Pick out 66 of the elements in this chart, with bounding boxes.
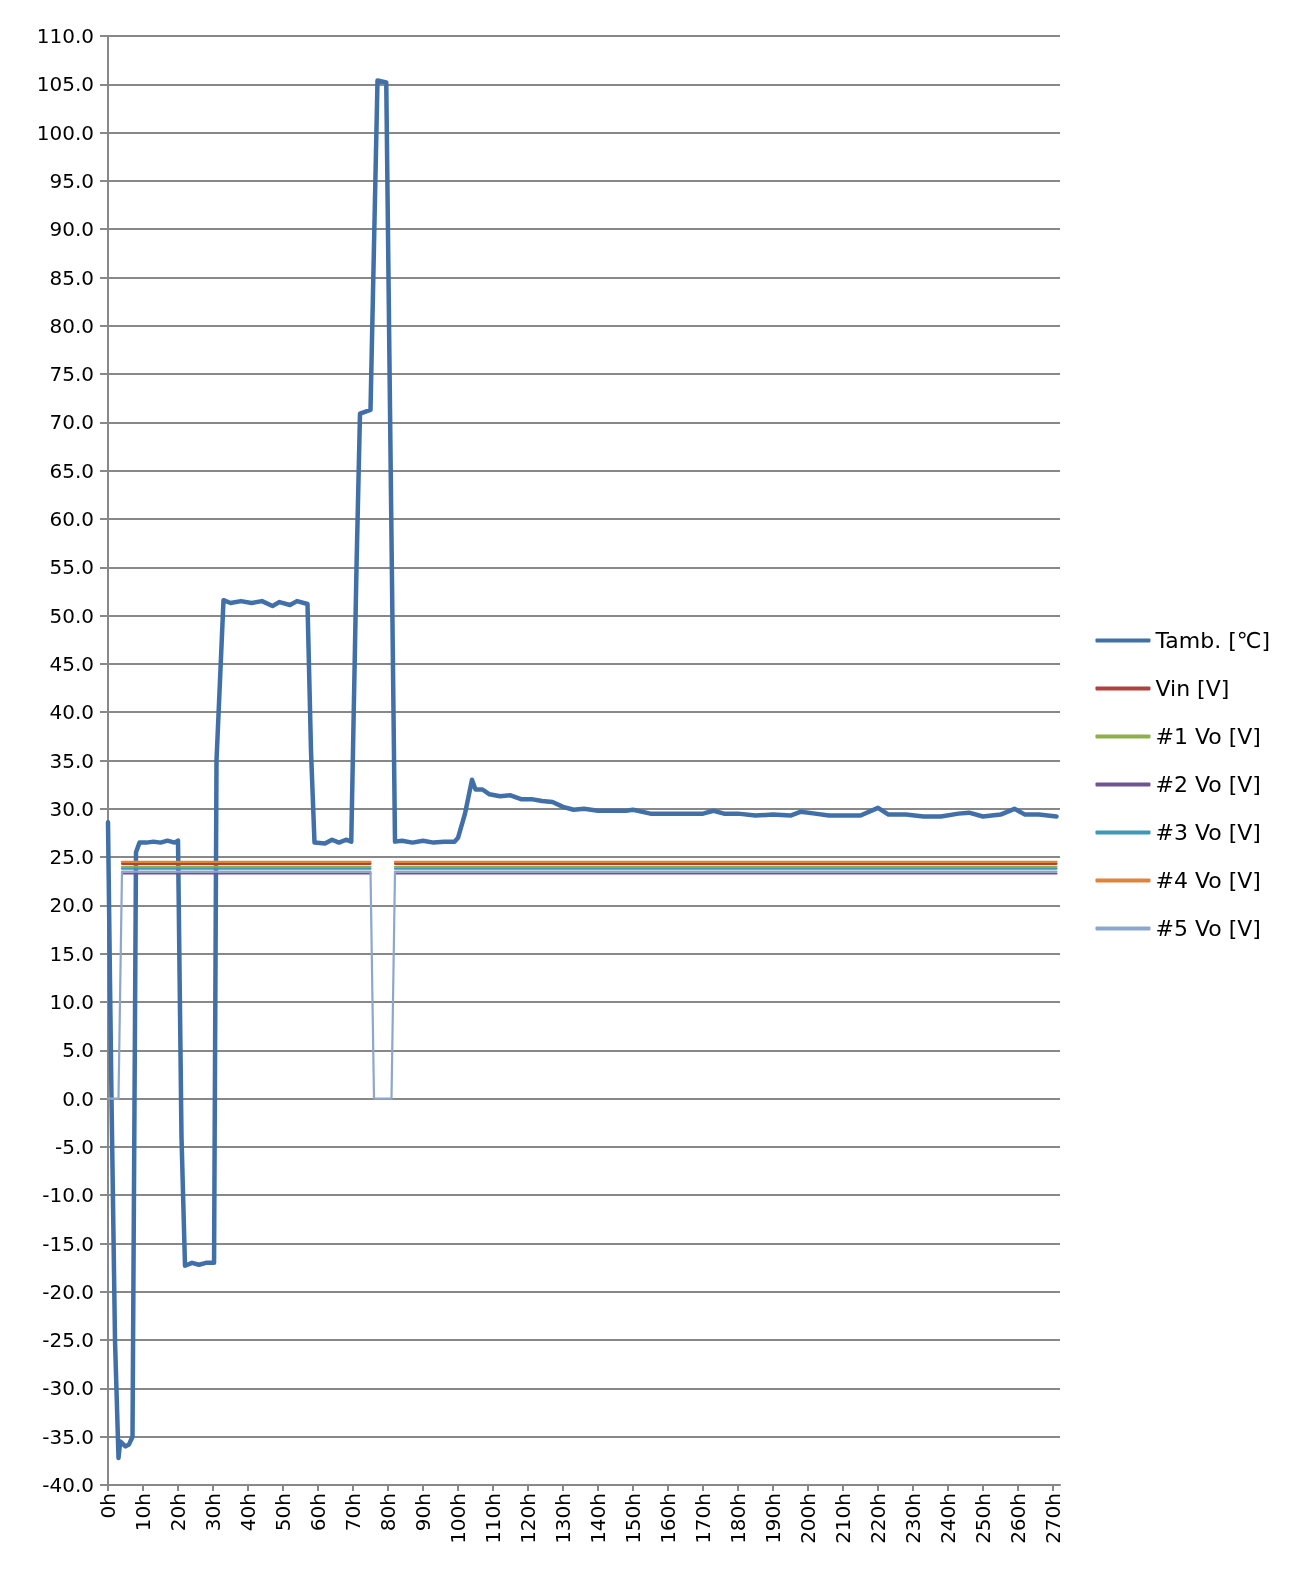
y-tick-label: -20.0 [42, 1279, 94, 1304]
y-tick-label: 75.0 [49, 362, 94, 387]
x-tick-label: 130h [551, 1493, 575, 1544]
y-tick-label: -40.0 [42, 1473, 94, 1497]
x-tick-label: 240h [936, 1493, 960, 1544]
x-tick-label: 70h [341, 1493, 365, 1532]
x-tick-label: 150h [621, 1493, 645, 1544]
y-tick-label: 25.0 [49, 845, 94, 870]
x-tick-label: 90h [411, 1493, 435, 1532]
x-tick-label: 190h [761, 1493, 785, 1544]
x-tick-label: 40h [236, 1493, 260, 1532]
y-tick-label: 90.0 [49, 217, 94, 242]
y-tick-label: 35.0 [49, 748, 94, 773]
y-tick-label: 110.0 [36, 24, 94, 48]
x-tick-label: 210h [831, 1493, 855, 1544]
y-tick-label: 45.0 [49, 651, 94, 676]
x-tick-label: 170h [691, 1493, 715, 1544]
y-tick-label: 40.0 [49, 700, 94, 725]
legend-label: #4 Vo [V] [1155, 868, 1261, 893]
legend-label: #1 Vo [V] [1155, 724, 1261, 749]
y-tick-label: -30.0 [42, 1376, 94, 1401]
legend-label: Tamb. [℃] [1154, 628, 1271, 653]
legend-label: #3 Vo [V] [1155, 820, 1261, 845]
y-tick-label: 60.0 [49, 507, 94, 531]
y-tick-label: 5.0 [62, 1038, 94, 1063]
x-tick-label: 100h [446, 1493, 470, 1544]
y-tick-label: 85.0 [49, 265, 94, 290]
y-tick-label: 70.0 [49, 410, 94, 435]
x-tick-label: 30h [201, 1493, 225, 1532]
legend-label: Vin [V] [1155, 676, 1230, 701]
y-tick-label: -15.0 [42, 1231, 94, 1256]
x-tick-label: 160h [656, 1493, 680, 1544]
x-tick-label: 220h [866, 1493, 890, 1544]
y-tick-label: 65.0 [49, 458, 94, 483]
y-tick-label: 105.0 [36, 72, 94, 97]
x-tick-label: 270h [1041, 1493, 1065, 1544]
y-tick-label: -5.0 [54, 1134, 94, 1159]
x-tick-label: 230h [901, 1493, 925, 1544]
x-tick-label: 250h [971, 1493, 995, 1544]
x-tick-label: 60h [306, 1493, 330, 1532]
x-tick-label: 80h [376, 1493, 400, 1532]
legend-label: #2 Vo [V] [1155, 772, 1261, 797]
x-tick-label: 20h [166, 1493, 190, 1532]
x-tick-label: 180h [726, 1493, 750, 1544]
y-tick-label: 20.0 [49, 893, 94, 918]
y-tick-label: -35.0 [42, 1424, 94, 1449]
x-tick-label: 200h [796, 1493, 820, 1544]
x-tick-label: 10h [131, 1493, 155, 1532]
y-tick-label: 80.0 [49, 313, 94, 338]
x-tick-label: 120h [516, 1493, 540, 1544]
y-tick-label: -10.0 [42, 1183, 94, 1208]
x-tick-label: 50h [271, 1493, 295, 1532]
y-tick-label: 30.0 [49, 796, 94, 821]
y-tick-label: 55.0 [49, 555, 94, 580]
y-tick-label: 50.0 [49, 603, 94, 628]
y-tick-label: -25.0 [42, 1328, 94, 1353]
y-tick-label: 95.0 [49, 168, 94, 193]
x-tick-label: 110h [481, 1493, 505, 1544]
y-tick-label: 0.0 [62, 1086, 94, 1111]
y-tick-label: 10.0 [49, 990, 94, 1014]
legend-label: #5 Vo [V] [1155, 916, 1261, 941]
y-tick-label: 15.0 [49, 941, 94, 966]
x-tick-label: 260h [1006, 1493, 1030, 1544]
x-tick-label: 0h [96, 1493, 120, 1519]
x-tick-label: 140h [586, 1493, 610, 1544]
y-tick-label: 100.0 [36, 120, 94, 145]
